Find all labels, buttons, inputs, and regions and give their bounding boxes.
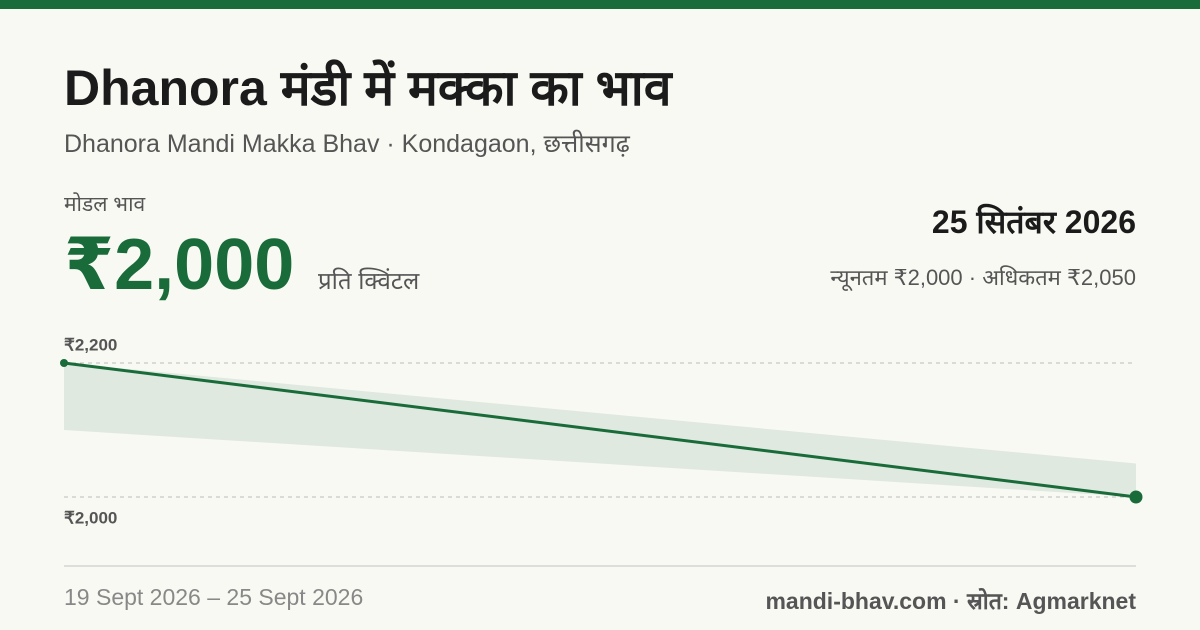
min-max: न्यूनतम ₹2,000 · अधिकतम ₹2,050: [830, 265, 1136, 290]
point: [60, 359, 68, 367]
source: mandi-bhav.com · स्रोत: Agmarknet: [765, 588, 1136, 614]
date: 25 सितंबर 2026: [931, 204, 1136, 240]
point: [1129, 490, 1143, 504]
price-line: [63, 361, 1137, 499]
price-label: मोडल भाव: [64, 193, 146, 216]
top-bar: [0, 0, 1200, 9]
y-tick-label: ₹2,000: [64, 508, 117, 527]
title: Dhanora मंडी में मक्का का भाव: [64, 60, 672, 116]
y-tick-label: ₹2,200: [64, 335, 117, 354]
price-value: ₹2,000: [64, 225, 295, 305]
subtitle: Dhanora Mandi Makka Bhav · Kondagaon, छत…: [64, 130, 630, 158]
price-unit: प्रति क्विंटल: [318, 268, 420, 295]
date-range: 19 Sept 2026 – 25 Sept 2026: [64, 584, 364, 610]
